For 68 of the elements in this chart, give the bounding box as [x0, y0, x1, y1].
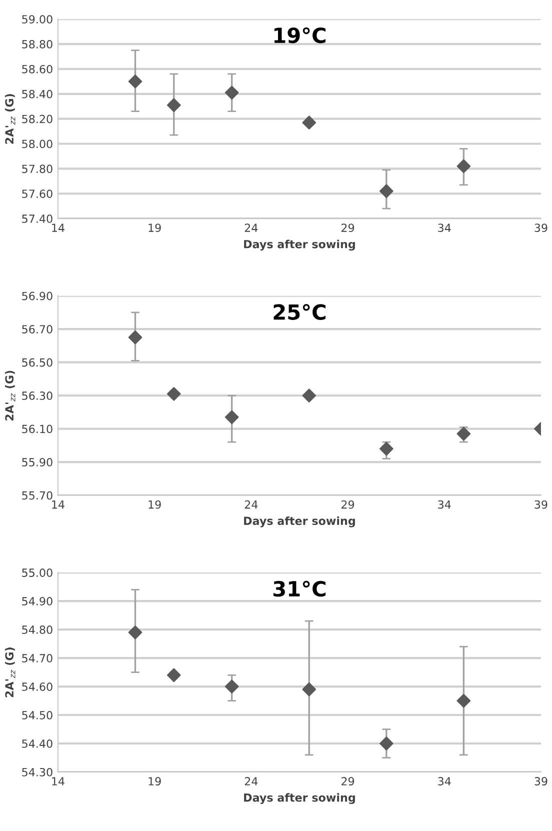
x-tick-label: 19 — [148, 224, 161, 232]
x-tick-label: 24 — [244, 224, 258, 232]
point — [224, 86, 239, 100]
y-tick-label: 54.40 — [22, 739, 52, 748]
x-tick-label: 24 — [244, 500, 258, 509]
x-tick-label: 19 — [148, 777, 161, 786]
y-tick-label: 54.50 — [22, 710, 52, 720]
point — [302, 682, 316, 696]
point — [302, 388, 316, 402]
y-tick-label: 54.80 — [22, 626, 52, 634]
x-tick-label: 14 — [52, 500, 64, 509]
point — [224, 410, 239, 424]
y-tick-label: 55.90 — [22, 458, 52, 466]
point — [128, 330, 142, 344]
x-axis-title: Days after sowing — [244, 516, 355, 528]
x-tick-label: 39 — [534, 777, 548, 786]
point — [379, 184, 394, 198]
x-tick-label: 29 — [342, 224, 354, 232]
point — [128, 74, 142, 88]
y-tick-label: 57.40 — [22, 214, 52, 223]
y-tick-label: 58.80 — [22, 40, 52, 48]
y-tick-label: 59.00 — [22, 15, 52, 24]
y-tick-label: 54.90 — [22, 597, 52, 606]
y-tick-label: 56.90 — [22, 292, 52, 300]
y-tick-label: 55.00 — [22, 568, 52, 577]
x-tick-label: 24 — [244, 777, 258, 786]
y-tick-label: 54.60 — [22, 682, 52, 691]
y-tick-label: 54.30 — [22, 768, 52, 776]
x-tick-label: 39 — [534, 224, 548, 232]
y-tick-label: 56.10 — [22, 424, 52, 434]
y-axis-title: 2A'$_{zz}$ (G) — [4, 94, 16, 144]
point — [379, 442, 394, 456]
y-tick-label: 54.70 — [22, 654, 52, 662]
point — [166, 386, 181, 401]
x-tick-label: 39 — [534, 500, 548, 509]
x-tick-label: 34 — [438, 777, 451, 786]
y-tick-label: 58.40 — [22, 90, 52, 98]
y-axis-title: 2A'$_{zz}$ (G) — [4, 648, 16, 698]
y-axis-title: 2A'$_{zz}$ (G) — [4, 370, 16, 420]
x-tick-label: 14 — [52, 224, 64, 232]
point — [128, 625, 142, 640]
x-tick-label: 34 — [438, 224, 451, 232]
point — [166, 98, 181, 112]
point — [166, 668, 181, 682]
y-tick-label: 58.20 — [22, 114, 52, 124]
point — [456, 694, 471, 708]
chart-title: 19°C — [274, 27, 326, 44]
point — [456, 159, 471, 174]
chart-title: 25°C — [274, 304, 326, 320]
y-tick-label: 56.50 — [22, 358, 52, 367]
x-axis-title: Days after sowing — [244, 793, 355, 804]
point — [224, 680, 239, 694]
y-tick-label: 56.30 — [22, 392, 52, 400]
x-tick-label: 29 — [342, 500, 354, 509]
x-tick-label: 34 — [438, 500, 451, 509]
y-tick-label: 57.80 — [22, 164, 52, 174]
chart-title: 31°C — [274, 580, 326, 597]
y-tick-label: 55.70 — [22, 491, 52, 500]
y-tick-label: 56.70 — [22, 325, 52, 334]
y-tick-label: 58.00 — [22, 140, 52, 148]
point — [302, 116, 316, 130]
y-tick-label: 57.60 — [22, 190, 52, 198]
x-tick-label: 29 — [342, 777, 354, 786]
y-tick-label: 58.60 — [22, 64, 52, 74]
point — [379, 736, 394, 750]
x-tick-label: 19 — [148, 500, 161, 509]
x-axis-title: Days after sowing — [244, 240, 355, 251]
x-tick-label: 14 — [52, 777, 64, 786]
